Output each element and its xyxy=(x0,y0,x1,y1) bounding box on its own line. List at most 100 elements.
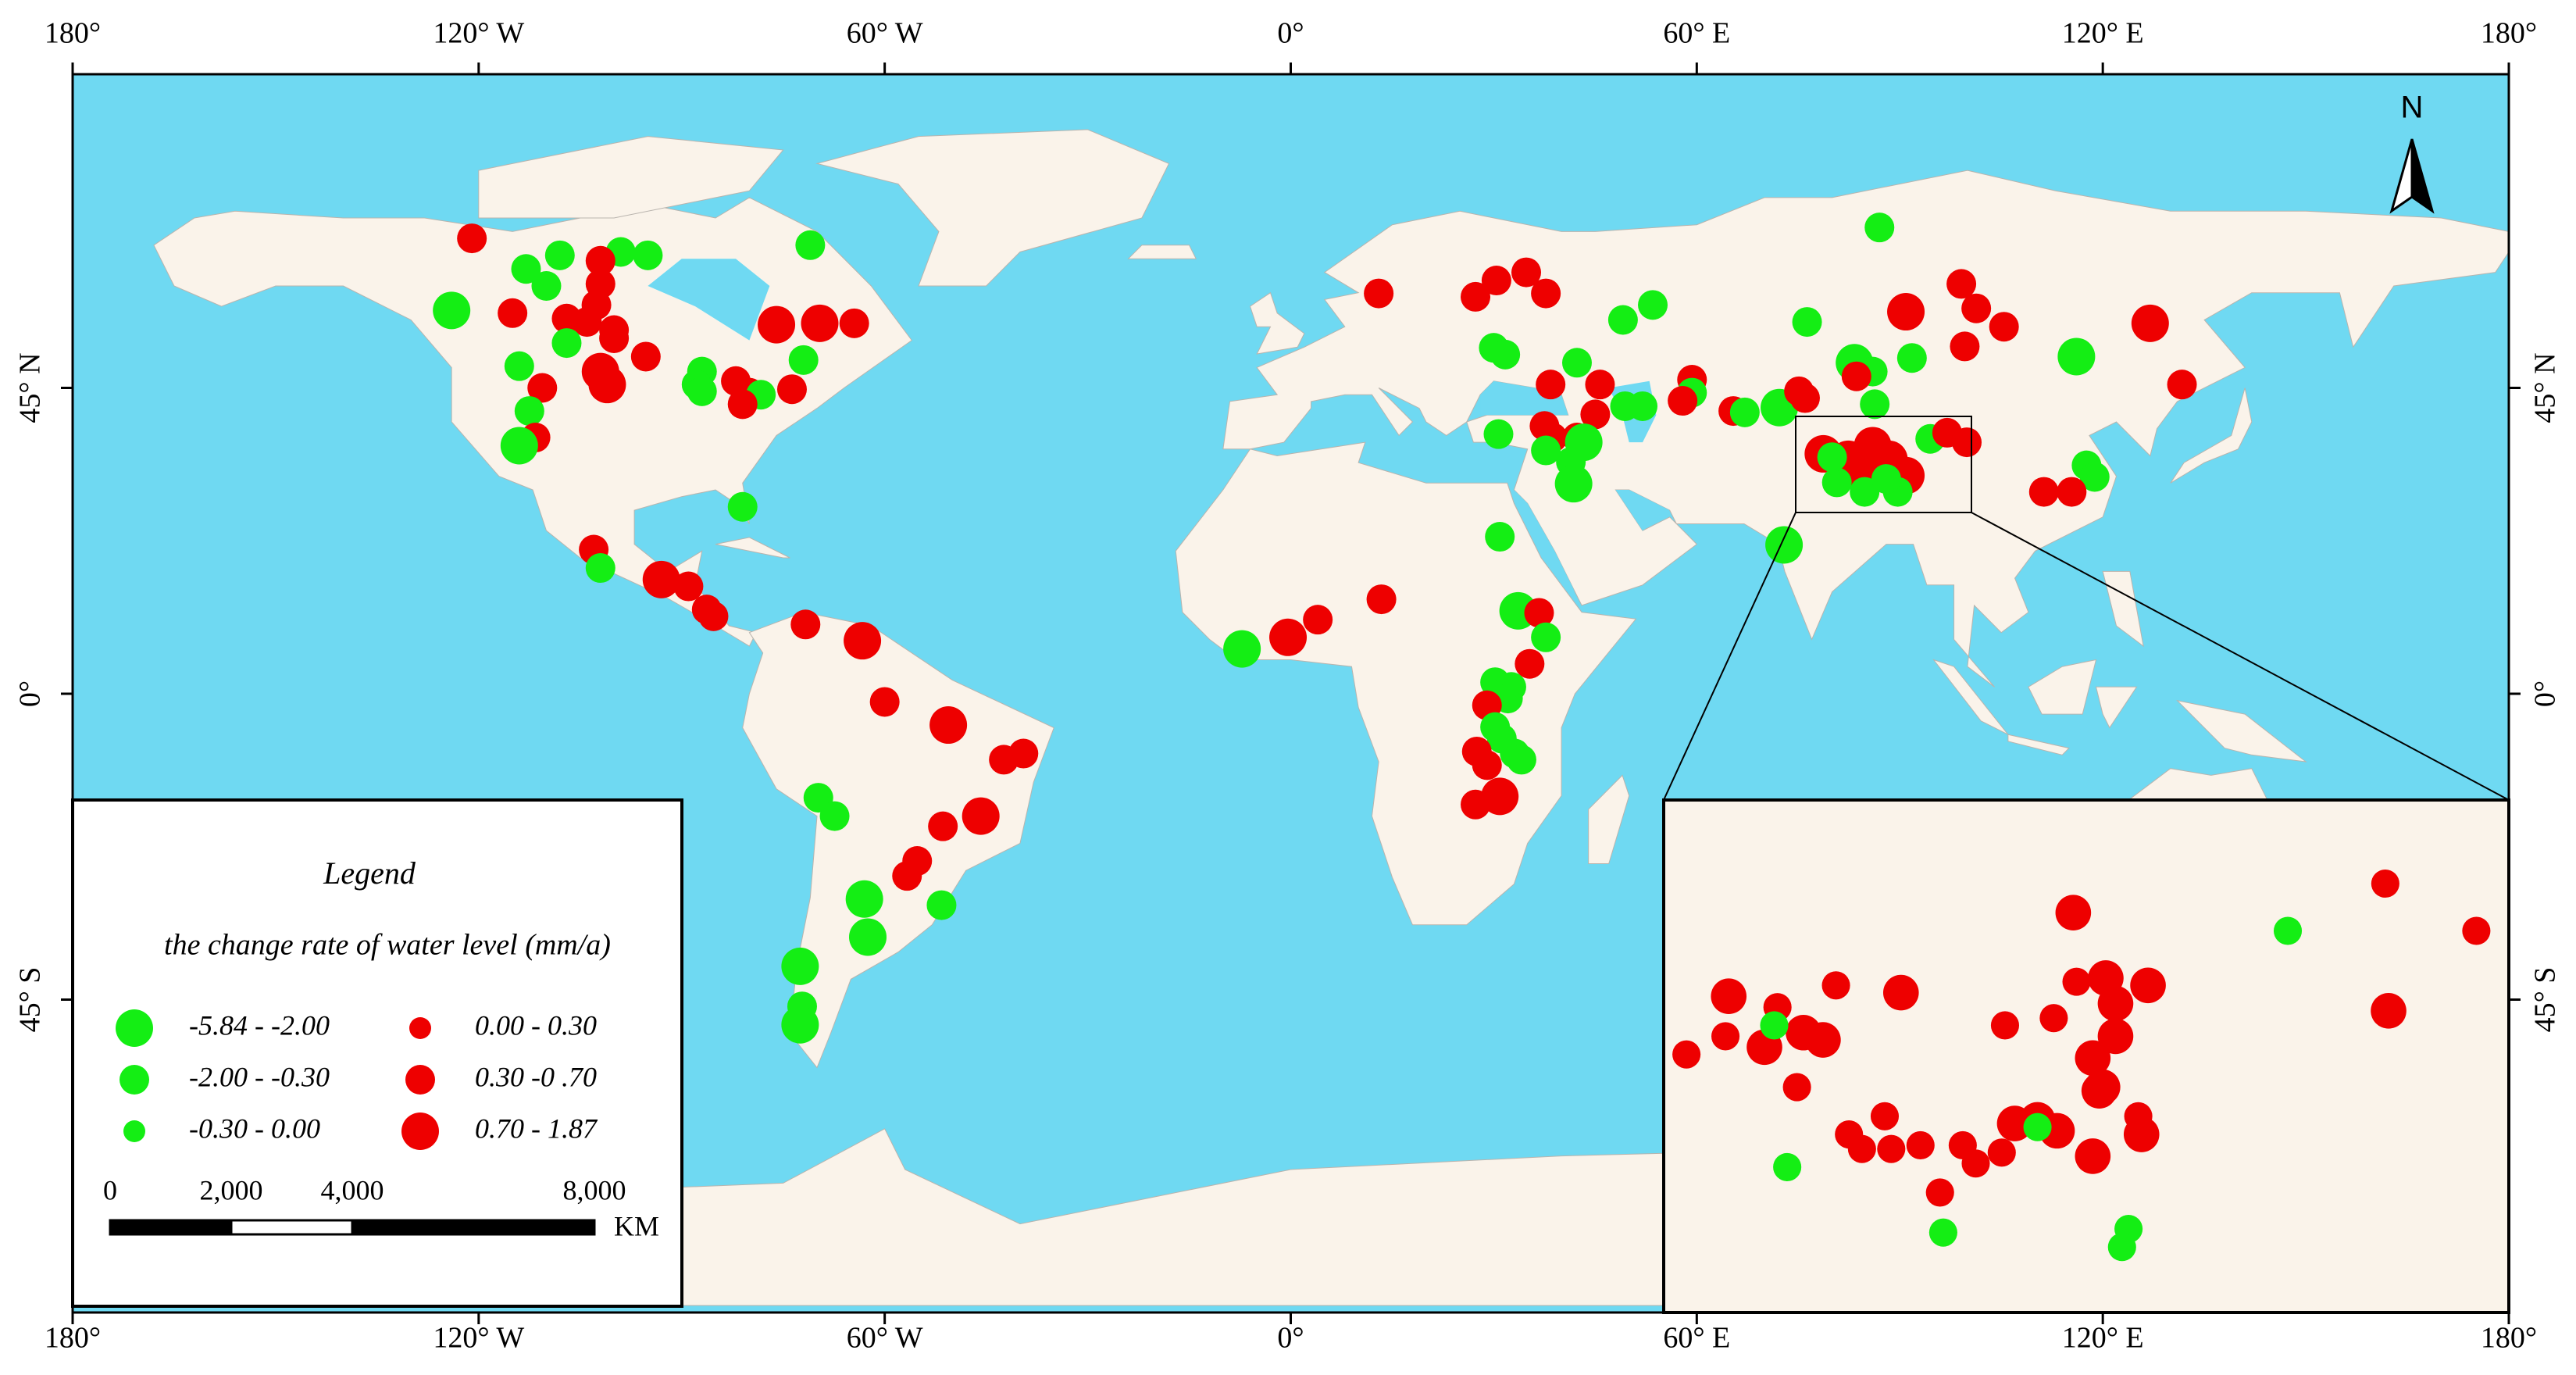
inset-connector xyxy=(1663,512,1796,801)
site-point xyxy=(633,240,663,270)
site-point xyxy=(839,308,869,338)
inset-point xyxy=(2097,1018,2134,1055)
site-point xyxy=(1511,257,1542,288)
site-point xyxy=(514,396,544,427)
inland-water xyxy=(648,259,1670,605)
legend-label: 0.70 - 1.87 xyxy=(475,1112,598,1144)
lon-label: 120° E xyxy=(2062,17,2144,50)
site-point xyxy=(2057,477,2087,507)
lon-label: 180° xyxy=(45,1322,101,1355)
scale-segment xyxy=(109,1219,233,1236)
scale-label: 2,000 xyxy=(200,1174,263,1205)
site-point xyxy=(1490,339,1521,370)
inset-point xyxy=(2023,1112,2052,1141)
legend-symbol xyxy=(123,1120,145,1142)
site-point xyxy=(1821,467,1852,498)
site-point xyxy=(1561,348,1592,378)
site-point xyxy=(727,389,758,420)
site-point xyxy=(1792,307,1822,338)
site-point xyxy=(1481,777,1519,816)
site-point xyxy=(572,307,602,338)
site-point xyxy=(1481,266,1511,296)
inset-point xyxy=(1990,1011,2020,1040)
inset-point xyxy=(1961,1149,1990,1178)
site-point xyxy=(1303,605,1333,635)
site-point xyxy=(1461,281,1491,312)
site-point xyxy=(790,609,821,640)
inset-point xyxy=(1711,978,1747,1015)
inset-point xyxy=(1711,1022,1740,1051)
legend-symbol xyxy=(409,1017,431,1039)
site-point xyxy=(1896,343,1927,373)
inset-point xyxy=(1760,1011,1789,1040)
inset-point xyxy=(1805,1022,1841,1058)
legend-title: Legend xyxy=(323,855,416,891)
site-point xyxy=(1008,738,1039,769)
legend-label: 0.30 -0 .70 xyxy=(475,1061,597,1092)
site-point xyxy=(928,811,958,841)
scale-segment xyxy=(351,1219,596,1236)
site-point xyxy=(727,491,758,522)
lon-label: 60° W xyxy=(847,1322,923,1355)
inset-point xyxy=(1821,971,1850,1000)
site-point xyxy=(687,376,717,406)
lon-label: 60° E xyxy=(1663,17,1730,50)
lat-label: 0° xyxy=(2529,680,2562,707)
inset-connector xyxy=(1971,512,2510,801)
inset-points xyxy=(1672,869,2491,1262)
lon-label: 0° xyxy=(1277,1322,1304,1355)
scale-label: 4,000 xyxy=(321,1174,384,1205)
site-point xyxy=(1364,278,1394,309)
site-point xyxy=(795,230,826,260)
inset-point xyxy=(2107,1233,2136,1262)
site-point xyxy=(962,797,1000,835)
site-point xyxy=(1585,370,1615,400)
lon-label: 120° E xyxy=(2062,1322,2144,1355)
site-point xyxy=(1515,648,1545,679)
site-point xyxy=(844,622,882,660)
north-label: N xyxy=(2401,91,2424,125)
inset-point xyxy=(2462,916,2491,945)
site-point xyxy=(781,1005,819,1044)
site-point xyxy=(1817,442,1847,473)
legend-label: 0.00 - 0.30 xyxy=(475,1009,597,1041)
site-point xyxy=(1506,745,1536,775)
legend-subtitle: the change rate of water level (mm/a) xyxy=(164,929,611,962)
legend-symbol xyxy=(116,1009,153,1047)
legend-label: -5.84 - -2.00 xyxy=(189,1009,330,1041)
lat-label: 0° xyxy=(14,680,47,707)
site-point xyxy=(2079,462,2110,492)
site-point xyxy=(1841,361,1871,391)
site-point xyxy=(1580,399,1611,430)
lat-label: 45° S xyxy=(2529,967,2562,1033)
site-point xyxy=(1887,293,1925,331)
site-point xyxy=(1638,290,1668,320)
inset-point xyxy=(2081,1073,2118,1109)
lat-label: 45° N xyxy=(14,352,47,423)
site-point xyxy=(1989,312,2019,342)
site-point xyxy=(544,240,575,270)
lon-label: 60° W xyxy=(847,17,923,50)
lon-label: 0° xyxy=(1277,17,1304,50)
inset-point xyxy=(2130,967,2166,1004)
site-point xyxy=(1269,618,1308,656)
inset-point xyxy=(1773,1152,1802,1181)
site-point xyxy=(788,345,819,375)
lon-label: 120° W xyxy=(433,17,524,50)
site-point xyxy=(1536,370,1566,400)
site-point xyxy=(902,846,933,877)
lon-label: 60° E xyxy=(1663,1322,1730,1355)
north-arrow xyxy=(2410,138,2435,214)
inset-point xyxy=(2371,993,2407,1029)
inset-extent-box xyxy=(1795,416,1972,513)
inset-point xyxy=(1928,1218,1957,1247)
site-point xyxy=(1531,435,1561,466)
scale-segment xyxy=(230,1219,354,1236)
site-point xyxy=(1864,212,1895,243)
graticule-labels: 180° 180° 120° W 120° W 60° W 60° W 0° 0° 60° E 6… xyxy=(14,17,2562,1355)
scale-unit: KM xyxy=(614,1210,659,1241)
site-point xyxy=(551,328,582,359)
site-point xyxy=(1950,331,1980,362)
site-point xyxy=(2057,338,2096,376)
